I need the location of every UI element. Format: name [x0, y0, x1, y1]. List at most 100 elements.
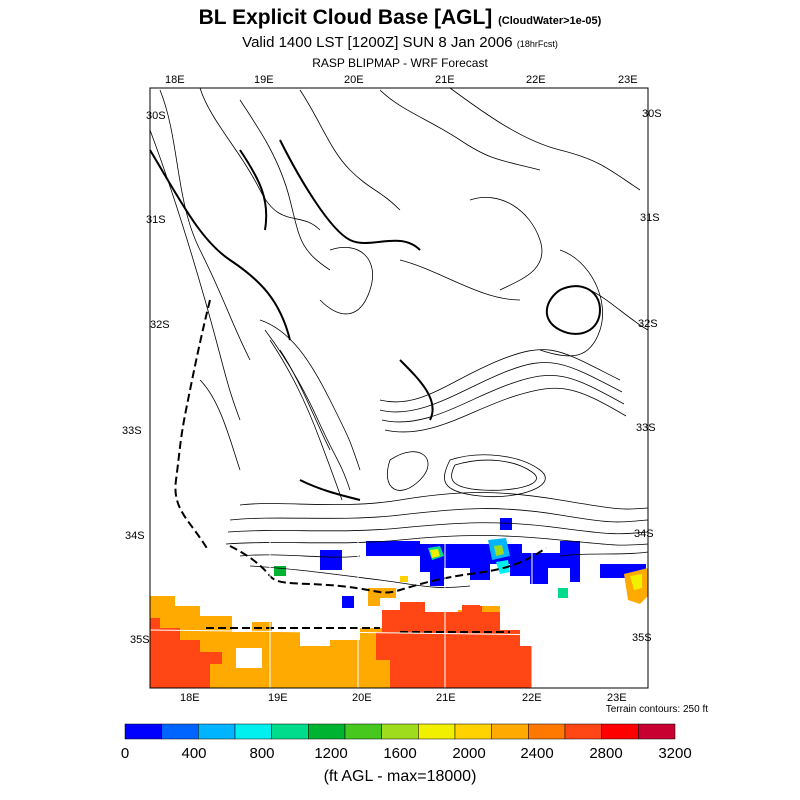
lat-label-left: 34S — [125, 530, 145, 542]
contour-line — [229, 508, 649, 523]
colorbar-label: 0 — [120, 745, 130, 762]
major-contour — [545, 285, 602, 335]
colorbar-swatch — [638, 723, 676, 740]
colorbar-swatch — [198, 723, 236, 740]
cloud-base-fill — [150, 518, 648, 688]
fill-blue-dot — [342, 596, 354, 608]
fill-orange-patch — [368, 588, 396, 606]
contour-line — [449, 87, 641, 191]
fill-green-east — [558, 588, 568, 598]
fill-cyan-3 — [496, 560, 510, 574]
grid-line — [149, 629, 649, 637]
contour-line — [444, 454, 546, 498]
contour-line — [399, 259, 521, 301]
contour-line — [469, 197, 543, 291]
contour-line — [319, 247, 373, 315]
lat-label-right: 32S — [638, 318, 658, 330]
contour-line — [149, 129, 241, 421]
graticule — [149, 540, 649, 688]
fill-blue-band — [366, 541, 580, 586]
colorbar-label: 1200 — [314, 745, 348, 762]
title-main: BL Explicit Cloud Base [AGL] — [198, 6, 493, 29]
major-contour — [299, 479, 361, 501]
fill-red-west — [150, 618, 222, 688]
chart-subtitle: Valid 1400 LST [1200Z] SUN 8 Jan 2006 (1… — [0, 34, 800, 51]
colorbar-label: 2800 — [589, 745, 623, 762]
contour-line — [199, 87, 321, 231]
lon-label-top: 18E — [165, 74, 185, 86]
lon-label-top: 20E — [344, 74, 364, 86]
major-contours — [149, 139, 602, 501]
title-note: (CloudWater>1e-05) — [498, 15, 602, 27]
colorbar-label: 3200 — [658, 745, 692, 762]
lat-label-right: 34S — [634, 528, 654, 540]
lat-label-left: 35S — [130, 634, 150, 646]
lon-label-bottom: 19E — [268, 692, 288, 704]
fill-white-gap-2 — [236, 648, 262, 668]
colorbar-swatch — [528, 723, 566, 740]
lat-label-right: 31S — [640, 212, 660, 224]
colorbar-swatch — [271, 723, 309, 740]
major-contour — [149, 149, 291, 341]
contour-line — [279, 349, 331, 451]
fill-yellow-1 — [430, 549, 440, 558]
major-contour — [279, 139, 421, 251]
fill-yellow-2 — [494, 545, 504, 556]
contour-line — [451, 459, 537, 491]
colorbar-label: 800 — [249, 745, 275, 762]
colorbar-swatch — [124, 723, 162, 740]
lat-label-right: 33S — [636, 422, 656, 434]
colorbar — [124, 723, 676, 740]
contour-line — [249, 565, 471, 588]
colorbar-label: 400 — [181, 745, 207, 762]
colorbar-swatch — [454, 723, 492, 740]
lon-label-top: 22E — [526, 74, 546, 86]
lon-label-bottom: 20E — [352, 692, 372, 704]
contour-line — [559, 551, 649, 557]
contour-line — [259, 319, 361, 471]
colorbar-swatch — [418, 723, 456, 740]
contour-line — [379, 362, 623, 413]
contour-line — [379, 89, 541, 171]
lat-label-left: 31S — [146, 214, 166, 226]
fill-yellow-east — [630, 574, 642, 590]
fill-blue-north — [500, 518, 512, 530]
contour-line — [227, 522, 649, 535]
colorbar-label: 2400 — [520, 745, 554, 762]
subtitle-note: (18hrFcst) — [516, 39, 558, 49]
colorbar-swatch — [491, 723, 529, 740]
fill-white-gap-3 — [480, 592, 560, 612]
source-line: RASP BLIPMAP - WRF Forecast — [312, 56, 488, 70]
fill-yellow-dot — [400, 576, 408, 582]
chart-title: BL Explicit Cloud Base [AGL] (CloudWater… — [0, 6, 800, 30]
colorbar-swatch — [308, 723, 346, 740]
map-frame — [149, 87, 649, 689]
colorbar-swatch — [234, 723, 272, 740]
colorbar-swatch — [344, 723, 382, 740]
lon-label-top: 19E — [254, 74, 274, 86]
terrain-contours — [149, 87, 649, 588]
lon-label-top: 23E — [618, 74, 638, 86]
coastline-border — [206, 627, 510, 633]
contour-line — [239, 554, 361, 558]
lon-label-bottom: 23E — [607, 692, 627, 704]
contour-line — [239, 99, 331, 271]
lat-label-right: 35S — [632, 632, 652, 644]
fill-blue-west — [320, 550, 342, 570]
lat-label-right: 30S — [642, 108, 662, 120]
contour-line — [589, 289, 649, 331]
lat-label-left: 33S — [122, 425, 142, 437]
contour-line — [381, 375, 625, 423]
contour-line — [269, 339, 343, 501]
contour-line — [299, 89, 401, 211]
major-contour — [239, 149, 268, 231]
lon-label-top: 21E — [435, 74, 455, 86]
colorbar-swatch — [381, 723, 419, 740]
colorbar-swatch — [161, 723, 199, 740]
major-contour — [399, 359, 434, 421]
contour-line — [225, 535, 649, 546]
colorbar-swatch — [601, 723, 639, 740]
contour-line — [386, 451, 429, 491]
lat-label-left: 32S — [150, 319, 170, 331]
